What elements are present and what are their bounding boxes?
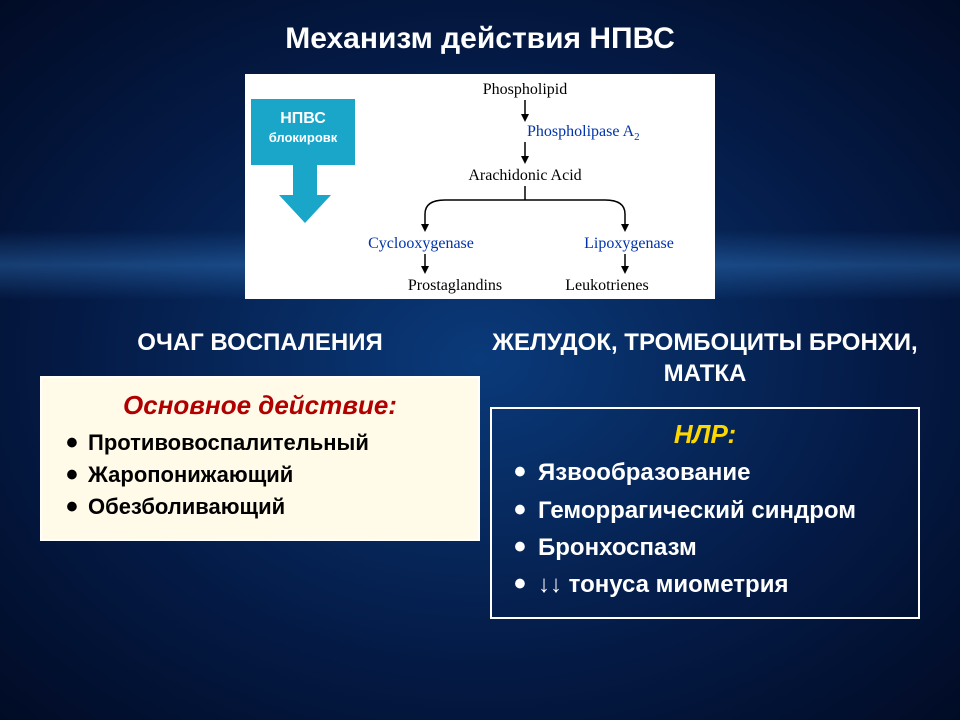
nlr-header: НЛР: (506, 419, 904, 450)
main-action-list: Противовоспалительный Жаропонижающий Обе… (58, 427, 462, 523)
node-phospholipid: Phospholipid (483, 81, 567, 98)
mechanism-diagram: НПВС блокировк Phospholipid Phospholipas… (245, 74, 715, 299)
list-item: ↓↓ тонуса миометрия (514, 566, 904, 603)
node-leukotrienes: Leukotrienes (565, 277, 649, 294)
nsaid-block-line2: блокировк (251, 130, 355, 147)
node-phospholipase: Phospholipase A2 (527, 123, 640, 143)
effects-columns: ОЧАГ ВОСПАЛЕНИЯ Основное действие: Проти… (0, 327, 960, 619)
nsaid-block-box: НПВС блокировк (251, 99, 355, 165)
label-side-effects: ЖЕЛУДОК, ТРОМБОЦИТЫ БРОНХИ, МАТКА (490, 327, 920, 389)
list-item: Геморрагический синдром (514, 492, 904, 529)
list-item: Противовоспалительный (66, 427, 462, 459)
nsaid-block-line1: НПВС (251, 109, 355, 130)
list-item: Бронхоспазм (514, 529, 904, 566)
main-action-box: Основное действие: Противовоспалительный… (40, 376, 480, 541)
node-cox: Cyclooxygenase (368, 235, 474, 252)
label-inflammation: ОЧАГ ВОСПАЛЕНИЯ (40, 327, 480, 358)
node-lox: Lipoxygenase (584, 235, 674, 252)
slide-title: Механизм действия НПВС (0, 0, 960, 56)
col-inflammation: ОЧАГ ВОСПАЛЕНИЯ Основное действие: Проти… (40, 327, 480, 619)
node-arachidonic: Arachidonic Acid (468, 167, 581, 184)
col-side-effects: ЖЕЛУДОК, ТРОМБОЦИТЫ БРОНХИ, МАТКА НЛР: Я… (490, 327, 920, 619)
list-item: Жаропонижающий (66, 459, 462, 491)
nlr-list: Язвообразование Геморрагический синдром … (506, 454, 904, 603)
main-action-header: Основное действие: (58, 390, 462, 421)
list-item: Язвообразование (514, 454, 904, 491)
nlr-box: НЛР: Язвообразование Геморрагический син… (490, 407, 920, 619)
nsaid-arrow-icon (279, 165, 331, 225)
list-item: Обезболивающий (66, 491, 462, 523)
node-prostaglandins: Prostaglandins (408, 277, 502, 294)
